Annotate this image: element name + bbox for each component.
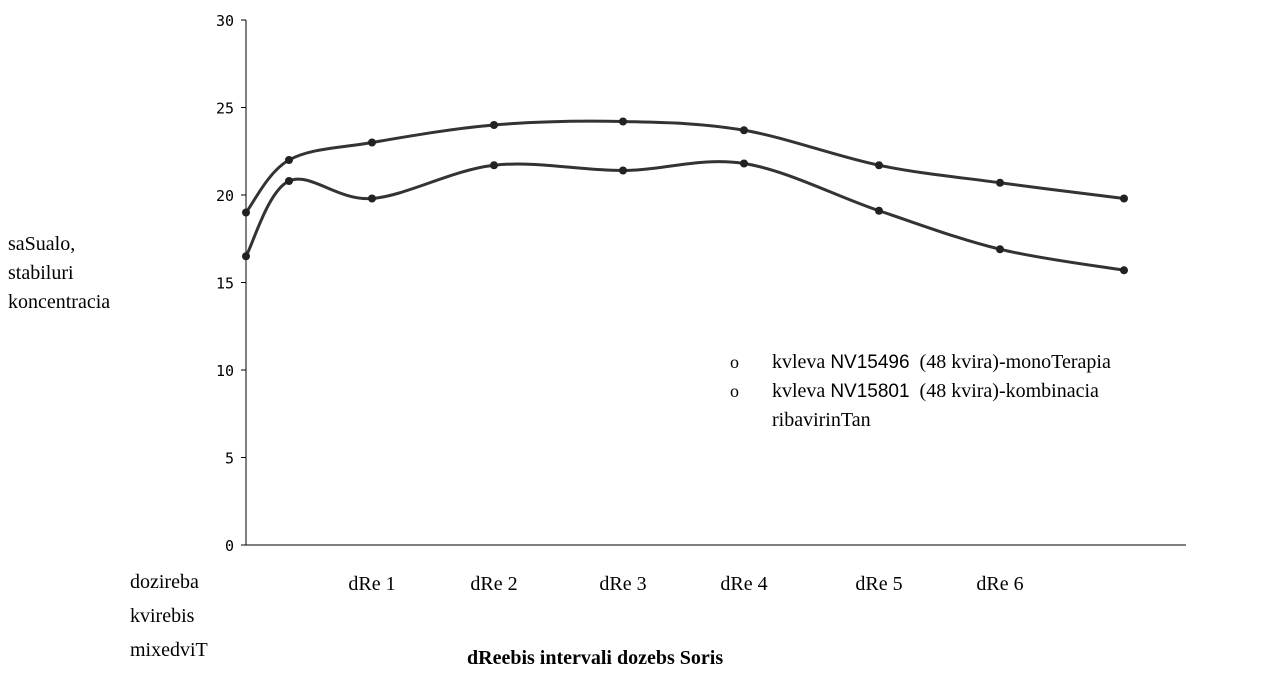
series-1-point-4 xyxy=(490,121,498,129)
series-1-point-3 xyxy=(368,138,376,147)
series-1-point-8 xyxy=(996,178,1004,187)
y-tick-label-20: 20 xyxy=(216,187,234,205)
series-line-2 xyxy=(244,160,1125,272)
legend-line2-2: ribavirinTan xyxy=(772,409,871,431)
series-2-point-2 xyxy=(285,177,293,185)
series-2-point-3 xyxy=(368,194,376,203)
series-2-point-6 xyxy=(740,159,748,168)
x-axis-title: dReebis intervali dozebs Soris xyxy=(467,647,724,669)
y-tick-label-0: 0 xyxy=(225,537,234,555)
y-tick-label-5: 5 xyxy=(225,450,234,468)
legend-marker-2: o xyxy=(730,381,739,401)
series-2-point-7 xyxy=(875,206,883,215)
series-line-1 xyxy=(244,119,1125,214)
y-tick-label-30: 30 xyxy=(216,12,234,30)
legend-label-1: kvleva NV15496 (48 kvira)-monoTerapia xyxy=(772,348,1111,377)
legend-prefix-1: kvleva xyxy=(772,351,831,373)
y-axis-label-line-1: saSualo, xyxy=(8,233,76,255)
legend: o kvleva NV15496 (48 kvira)-monoTerapia … xyxy=(730,348,1111,435)
series-1-point-5 xyxy=(619,117,627,126)
y-tick-label-25: 25 xyxy=(216,100,234,118)
corner-label-line-3: mixedviT xyxy=(130,639,208,661)
series-1-point-1 xyxy=(242,208,250,217)
legend-item-1: o kvleva NV15496 (48 kvira)-monoTerapia xyxy=(730,348,1111,377)
series-2-point-5 xyxy=(619,166,627,175)
x-tick-label-3: dRe 3 xyxy=(599,573,646,595)
legend-marker-1: o xyxy=(730,352,739,372)
y-axis-label-line-3: koncentracia xyxy=(8,291,111,313)
x-tick-label-5: dRe 5 xyxy=(855,573,902,595)
series-2-point-4 xyxy=(490,161,498,170)
series-1-point-7 xyxy=(875,161,883,170)
series-2-point-8 xyxy=(996,245,1004,254)
x-tick-label-6: dRe 6 xyxy=(976,573,1023,595)
x-tick-label-2: dRe 2 xyxy=(470,573,517,595)
corner-label-line-1: dozireba xyxy=(130,571,199,593)
legend-code-2: NV15801 xyxy=(830,381,910,402)
series-1-point-2 xyxy=(285,156,293,164)
series-2-point-1 xyxy=(242,252,250,261)
legend-item-2: o kvleva NV15801 (48 kvira)-kombinacia ri… xyxy=(730,377,1111,435)
legend-label-2: kvleva NV15801 (48 kvira)-kombinacia riba… xyxy=(772,377,1099,435)
x-axis-corner-label: dozireba kvirebis mixedviT xyxy=(130,565,208,667)
y-tick-label-10: 10 xyxy=(216,362,234,380)
x-tick-label-1: dRe 1 xyxy=(348,573,395,595)
legend-suffix-1: (48 kvira)-monoTerapia xyxy=(909,351,1111,373)
series-1-point-9 xyxy=(1120,194,1128,203)
legend-prefix-2: kvleva xyxy=(772,380,831,402)
legend-suffix-2: (48 kvira)-kombinacia xyxy=(909,380,1099,402)
y-axis-label-line-2: stabiluri xyxy=(8,262,74,284)
series-1-point-6 xyxy=(740,126,748,135)
y-tick-label-15: 15 xyxy=(216,275,234,293)
y-axis-label: saSualo, stabiluri koncentracia xyxy=(8,230,110,317)
x-tick-label-4: dRe 4 xyxy=(720,573,767,595)
corner-label-line-2: kvirebis xyxy=(130,605,195,627)
series-2-point-9 xyxy=(1120,266,1128,275)
legend-code-1: NV15496 xyxy=(830,352,910,373)
